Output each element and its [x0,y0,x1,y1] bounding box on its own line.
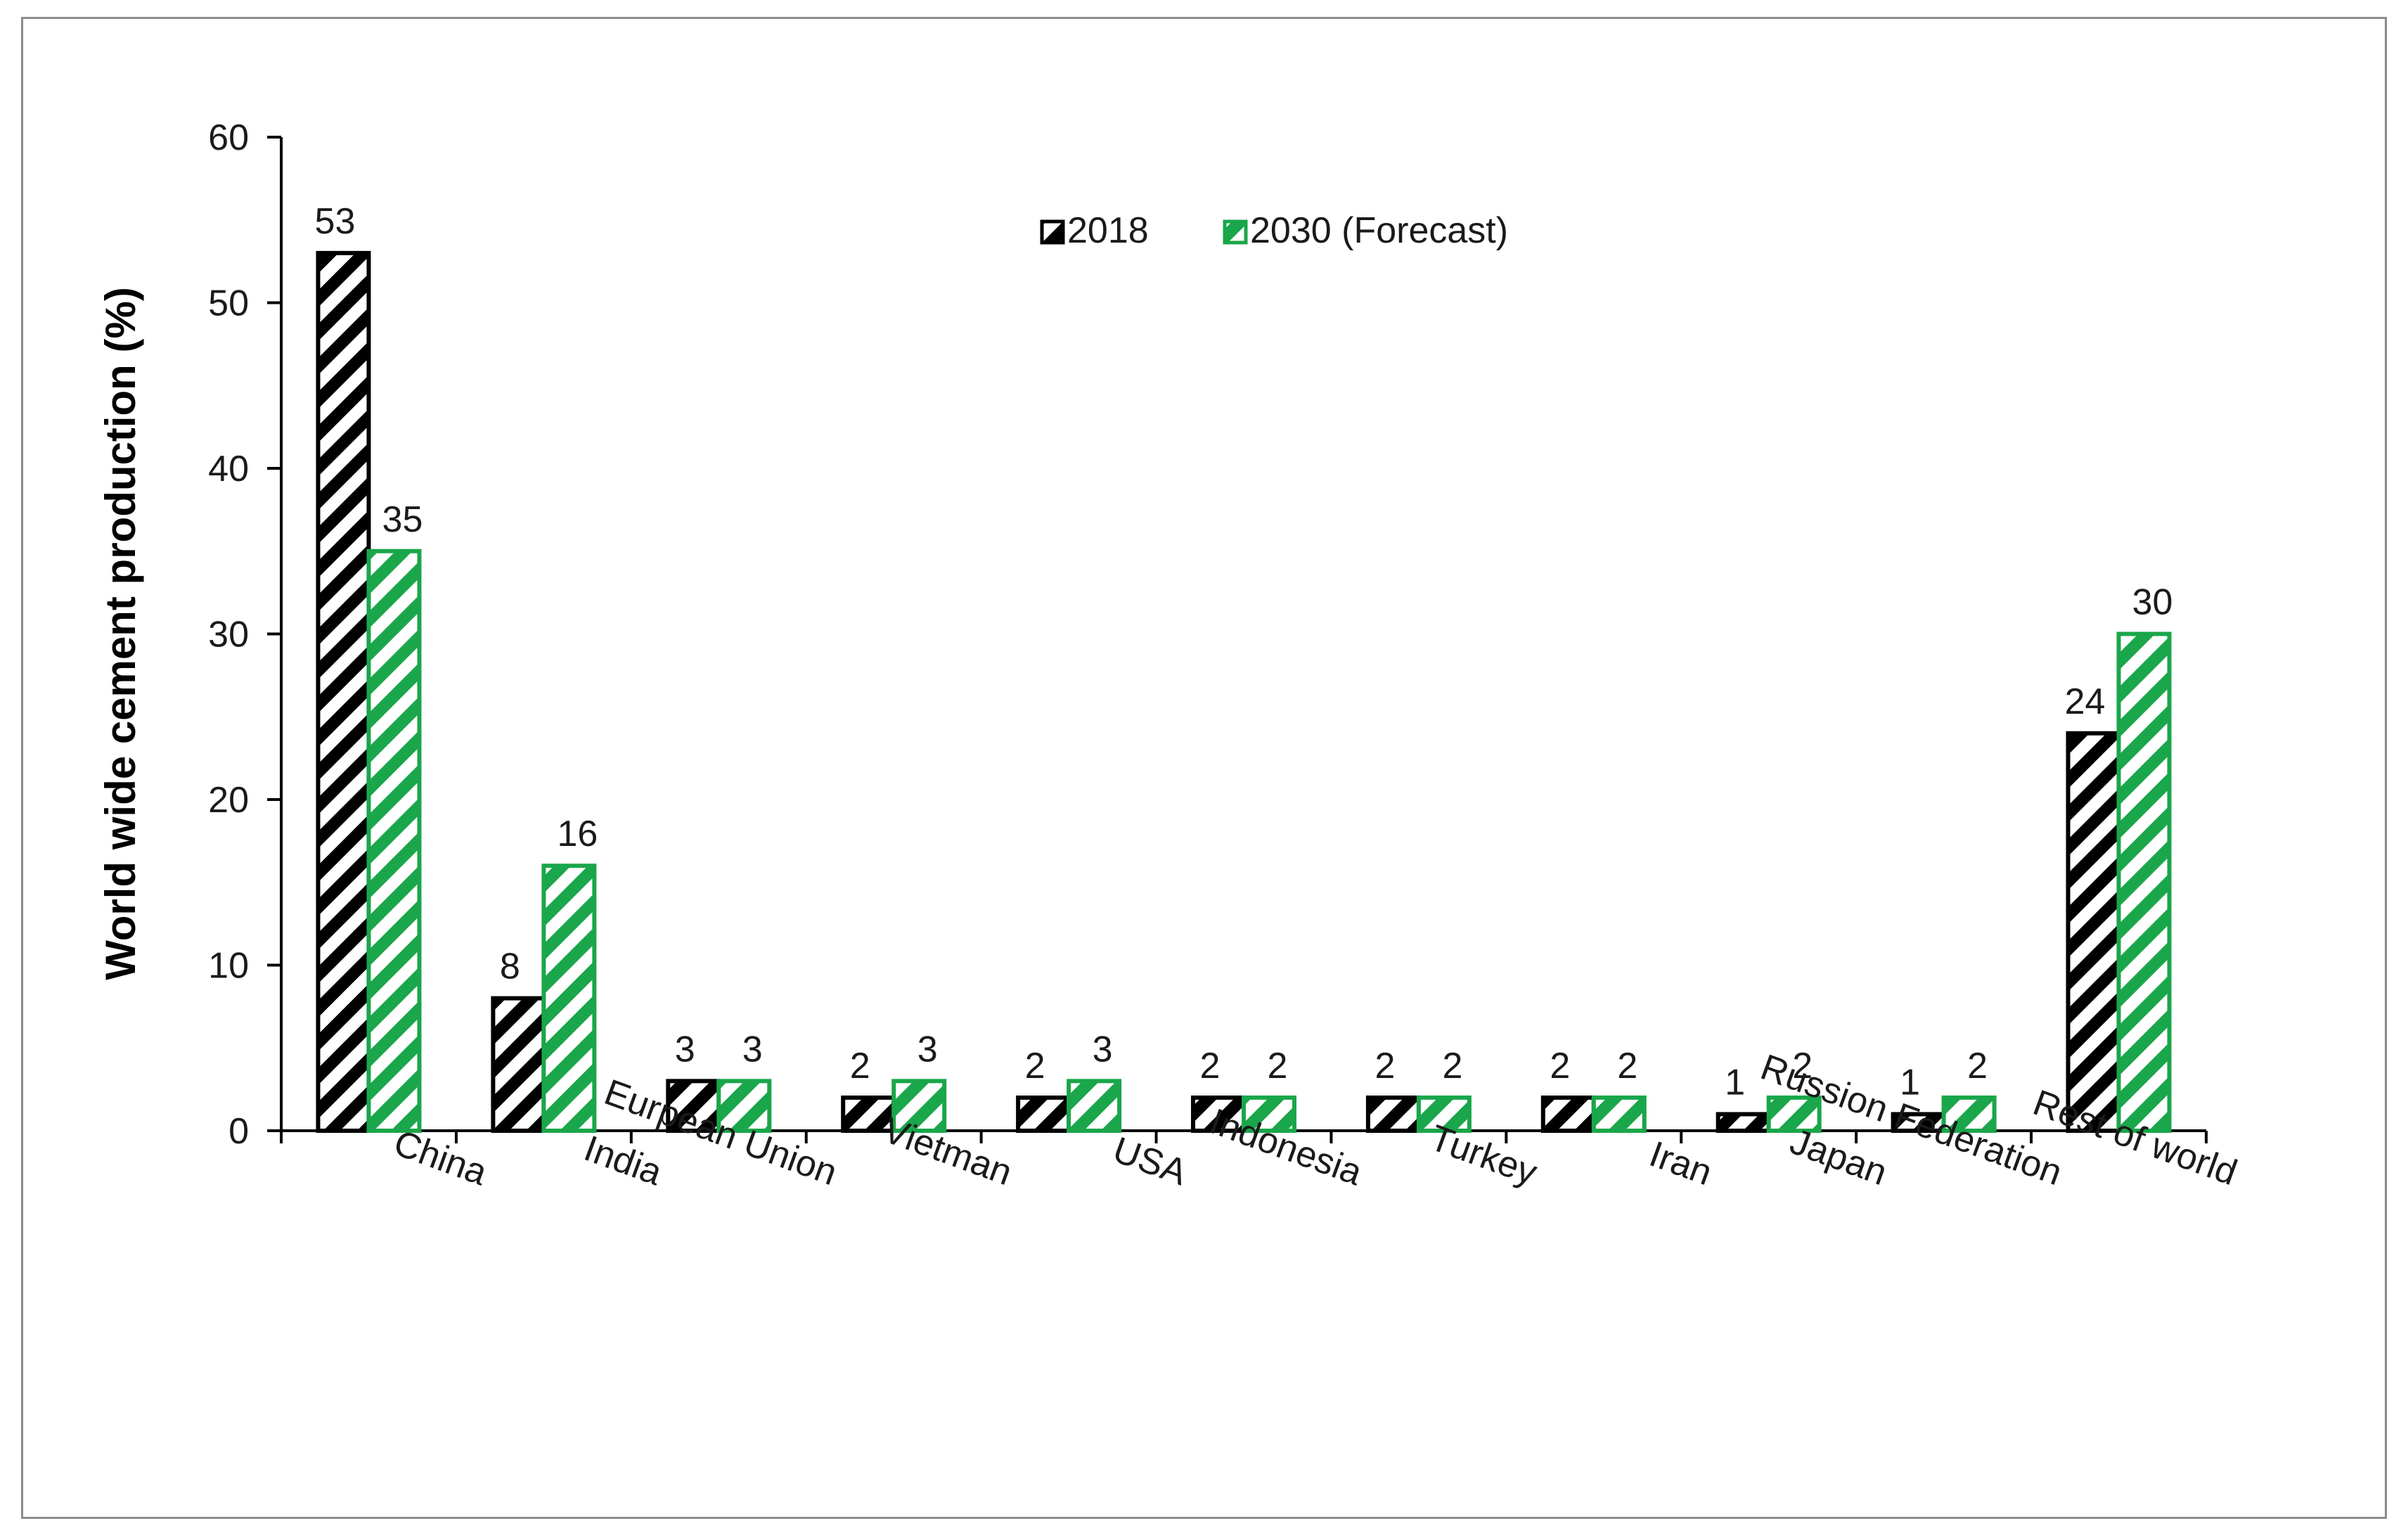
data-label: 53 [315,201,356,242]
data-label: 2 [1967,1046,1988,1086]
data-label: 2 [1617,1046,1637,1086]
legend: 2018 2030 (Forecast) [1040,210,1508,251]
bar-2018-china [316,250,371,1134]
legend-label: 2030 (Forecast) [1250,210,1508,251]
category-label: Turkey [1424,1117,1542,1193]
category-label: India [579,1128,667,1193]
bar-2018-japan [1715,1112,1771,1133]
x-ticks [280,1131,2208,1143]
category-label: Vietman [878,1110,1017,1193]
category-label: USA [1108,1129,1193,1193]
bar-2030-indonesia [1242,1095,1296,1134]
data-label: 2 [850,1046,870,1086]
y-axis-title: World wide cement production (%) [97,287,144,980]
bar-2030-vietman [891,1079,947,1133]
legend-swatch [1040,219,1065,245]
category-label: China [389,1122,493,1193]
bar-2030-turkey [1416,1095,1472,1134]
bar-2030-india [541,864,597,1133]
data-label: 1 [1725,1062,1745,1103]
data-label: 3 [742,1029,763,1070]
legend-swatch [1223,219,1248,245]
y-tick-label: 20 [208,780,249,821]
data-label: 3 [1093,1029,1113,1070]
data-label: 1 [1900,1062,1920,1103]
data-label: 3 [675,1029,695,1070]
y-tick-label: 40 [208,449,249,489]
bar-2018-iran [1540,1095,1596,1134]
data-label: 3 [918,1029,938,1070]
bar-2030-usa [1067,1079,1122,1133]
category-label: Iran [1644,1134,1718,1193]
data-label: 2 [1442,1046,1462,1086]
data-label: 2 [1025,1046,1045,1086]
bar-2030-russion-federation [1941,1095,1997,1134]
legend-label: 2018 [1067,210,1149,251]
bar-2030-eurpean-union [716,1079,772,1133]
data-label: 35 [382,499,423,540]
y-tick-label: 30 [208,615,249,655]
y-ticks: 0 10 20 30 40 50 60 [208,117,281,1152]
data-labels: 53 35 8 16 3 3 2 3 2 3 2 2 2 2 2 2 1 2 1 2 24 30 [315,201,2173,1103]
bar-2018-usa [1016,1095,1071,1134]
bar-2018-rest-of-world [2066,731,2121,1134]
data-label: 30 [2132,582,2173,623]
data-label: 2 [1200,1046,1221,1086]
y-tick-label: 0 [228,1111,249,1152]
data-label: 24 [2065,681,2106,722]
data-label: 2 [1268,1046,1288,1086]
bar-2018-india [491,996,546,1133]
y-tick-label: 10 [208,946,249,987]
data-label: 8 [500,947,520,987]
data-label: 2 [1374,1046,1395,1086]
data-label: 2 [1550,1046,1570,1086]
bar-2030-rest-of-world [2116,631,2172,1133]
y-tick-label: 60 [208,117,249,158]
y-tick-label: 50 [208,283,249,324]
bars [316,250,2172,1134]
data-label: 2 [1792,1046,1813,1086]
bar-2018-turkey [1365,1095,1421,1134]
data-label: 16 [557,814,598,854]
bar-2018-indonesia [1191,1095,1246,1134]
bar-2030-china [366,548,422,1133]
bar-2030-japan [1766,1095,1822,1134]
bar-2030-iran [1591,1095,1647,1134]
